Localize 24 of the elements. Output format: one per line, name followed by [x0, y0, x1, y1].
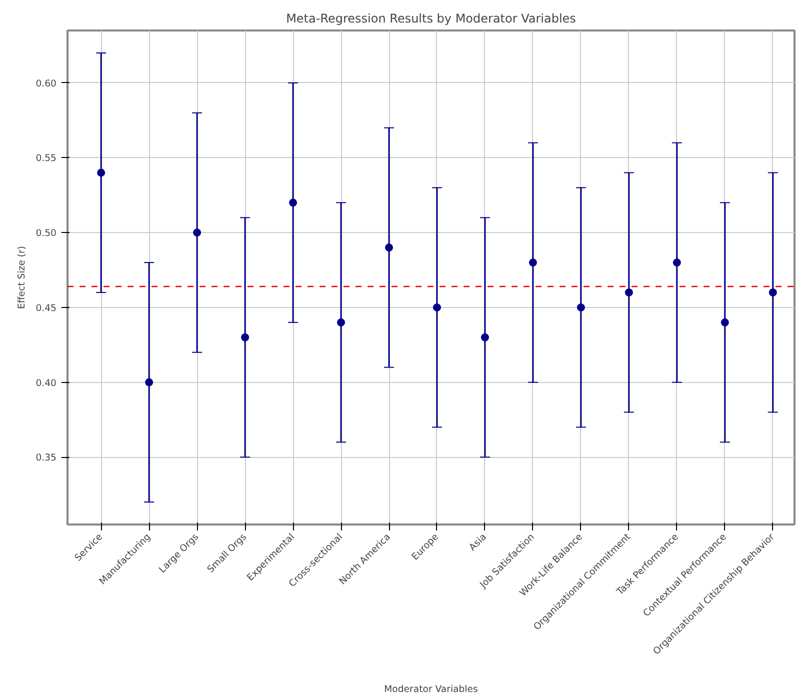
y-tick-label: 0.50 — [36, 228, 57, 240]
x-axis-title: Moderator Variables — [384, 684, 478, 695]
point — [385, 244, 394, 252]
y-tick-label: 0.40 — [36, 378, 57, 389]
point — [145, 378, 154, 386]
chart-title: Meta-Regression Results by Moderator Variables — [286, 12, 576, 26]
y-tick-label: 0.60 — [36, 78, 57, 90]
point — [289, 198, 298, 207]
point — [433, 303, 441, 312]
point — [480, 333, 489, 342]
point — [624, 288, 633, 296]
point — [337, 318, 346, 326]
y-tick-label: 0.45 — [36, 302, 57, 314]
y-tick-label: 0.55 — [36, 153, 57, 164]
point — [241, 333, 250, 342]
point — [576, 303, 585, 312]
y-tick-label: 0.35 — [36, 452, 57, 464]
point — [768, 288, 777, 296]
point — [193, 228, 202, 237]
point — [528, 258, 537, 267]
y-axis-title: Effect Size (r) — [16, 246, 28, 310]
point — [97, 168, 106, 177]
point — [672, 258, 681, 267]
point — [720, 318, 729, 326]
